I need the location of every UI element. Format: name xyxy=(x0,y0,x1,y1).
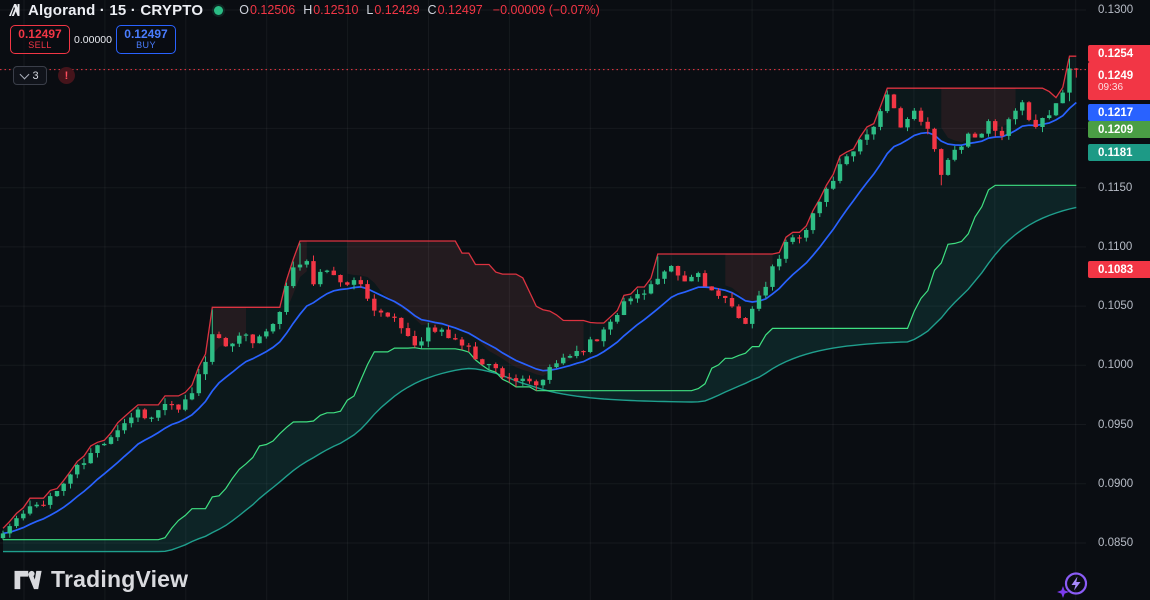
sell-price: 0.12497 xyxy=(18,27,62,42)
axis-tick: 0.1000 xyxy=(1098,359,1134,371)
upper-stop-line xyxy=(2,55,1077,529)
axis-tick: 0.0850 xyxy=(1098,537,1134,549)
axis-label-support-line-value: 0.1209 xyxy=(1088,121,1150,138)
bear-cloud-fill xyxy=(941,88,1016,143)
axis-label-alert-level: 0.1083 xyxy=(1088,261,1150,278)
low-value: 0.12429 xyxy=(374,3,420,17)
axis-tick: 0.1050 xyxy=(1098,300,1134,312)
support-step-line xyxy=(3,184,1077,541)
axis-tick: 0.1300 xyxy=(1098,4,1134,16)
change-value: −0.00009 (−0.07%) xyxy=(492,3,600,17)
warning-icon[interactable]: ! xyxy=(58,67,75,84)
countdown-timer: 09:36 xyxy=(1098,81,1124,93)
lower-band-line xyxy=(3,206,1077,553)
axis-tick: 0.1150 xyxy=(1098,182,1133,194)
symbol-title[interactable]: Algorand · 15 · CRYPTO xyxy=(28,1,204,19)
ohlc-readout: O0.12506 H0.12510 L0.12429 C0.12497 −0.0… xyxy=(239,3,600,17)
tradingview-watermark[interactable]: TradingView xyxy=(13,566,188,593)
symbol-header: Algorand · 15 · CRYPTO O0.12506 H0.12510… xyxy=(8,1,600,19)
candles xyxy=(0,58,1079,540)
lower-band-fill xyxy=(3,185,1077,552)
buy-button[interactable]: 0.12497 BUY xyxy=(116,25,176,54)
buy-price: 0.12497 xyxy=(124,27,168,42)
axis-label-upper-band-value: 0.1254 xyxy=(1088,45,1150,62)
bear-cloud-fill xyxy=(286,241,307,310)
axis-tick: 0.0950 xyxy=(1098,419,1134,431)
watermark-text: TradingView xyxy=(51,566,189,592)
bear-cloud-fill xyxy=(212,307,246,355)
axis-tick: 0.0900 xyxy=(1098,478,1134,490)
sell-button[interactable]: 0.12497 SELL xyxy=(10,25,70,54)
bear-cloud-fill xyxy=(347,241,584,376)
channel-fill xyxy=(3,56,1077,552)
high-value: 0.12510 xyxy=(313,3,359,17)
spread-value: 0.00000 xyxy=(74,33,112,46)
price-axis[interactable]: 0.1300 0.1150 0.1100 0.1050 0.1000 0.0950 0.09… xyxy=(1086,0,1150,600)
boost-lightning-icon[interactable] xyxy=(1056,569,1092,600)
open-value: 0.12506 xyxy=(250,3,296,17)
axis-label-last-price-countdown: 0.1249 09:36 xyxy=(1088,62,1150,100)
close-value: 0.12497 xyxy=(437,3,483,17)
ema-line xyxy=(2,101,1077,535)
grid-lines xyxy=(0,0,1086,600)
algorand-logo-icon xyxy=(9,4,20,16)
market-status-icon[interactable] xyxy=(214,5,224,15)
objects-count: 3 xyxy=(32,69,39,82)
bear-cloud-fill xyxy=(725,254,773,303)
axis-label-lower-band-value: 0.1181 xyxy=(1088,144,1150,161)
objects-tree-chip[interactable]: 3 xyxy=(13,66,47,85)
chevron-down-icon xyxy=(19,69,30,79)
axis-label-ma-value: 0.1217 xyxy=(1088,104,1150,121)
trade-panel: 0.12497 SELL 0.00000 0.12497 BUY xyxy=(10,25,176,54)
axis-tick: 0.1100 xyxy=(1098,241,1133,253)
tradingview-logo-icon xyxy=(14,570,42,589)
